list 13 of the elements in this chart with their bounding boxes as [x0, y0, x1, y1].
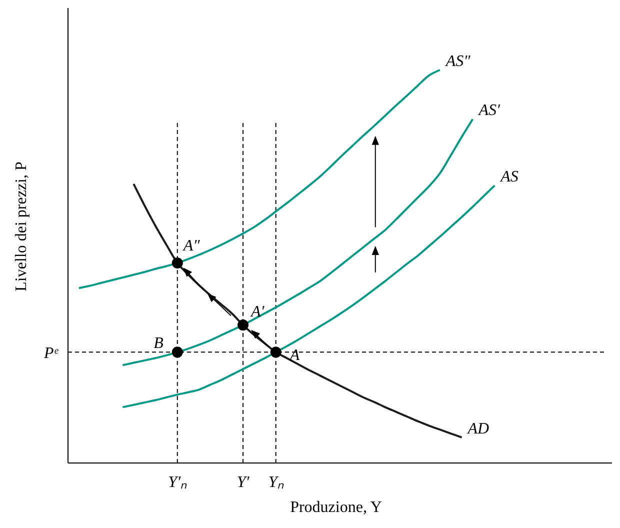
annotation: A″	[182, 238, 200, 255]
series-label: AS″	[444, 53, 471, 70]
y-axis-title: Livello dei prezzi, P	[13, 162, 30, 292]
series-label: AS′	[478, 102, 501, 120]
x-axis-title: Produzione, Y	[290, 499, 382, 516]
x-tick-label: Y′ₙ	[168, 474, 188, 491]
x-tick-label: Y′	[236, 474, 250, 491]
series-label: AD	[466, 420, 490, 438]
x-tick-label: Yₙ	[268, 474, 284, 491]
annotation: A′	[250, 304, 265, 321]
series-label: AS	[500, 168, 518, 186]
ref-line-label: Pᵉ	[43, 344, 59, 362]
annotation: B	[154, 334, 164, 352]
